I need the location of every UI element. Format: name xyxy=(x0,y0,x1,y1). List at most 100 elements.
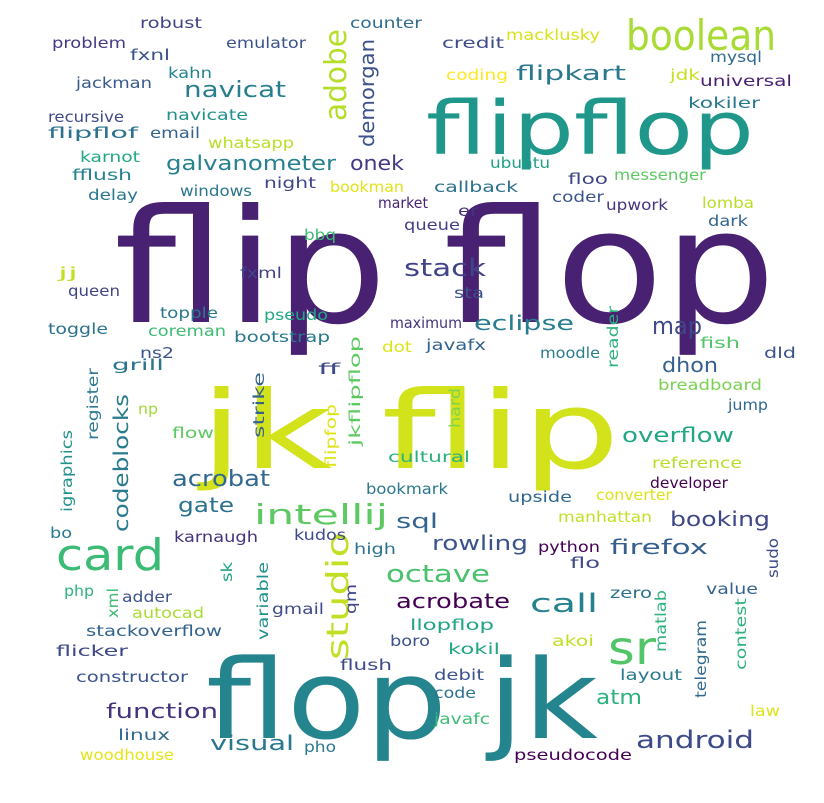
word: manhattan xyxy=(558,508,652,526)
word: email xyxy=(150,124,200,142)
word: overflow xyxy=(622,423,734,447)
word: macklusky xyxy=(506,26,600,44)
word: flipfop xyxy=(322,404,340,468)
word: layout xyxy=(620,666,682,684)
word: pho xyxy=(304,738,336,756)
word: jackman xyxy=(75,74,152,92)
word: python xyxy=(538,538,600,556)
word: atm xyxy=(596,685,642,709)
word: javafc xyxy=(433,710,490,728)
word: hard xyxy=(446,388,464,428)
word: intellij xyxy=(254,498,388,531)
word: flow xyxy=(172,424,214,442)
word: night xyxy=(264,174,316,192)
word: woodhouse xyxy=(80,746,174,764)
word: map xyxy=(652,312,702,340)
word: grill xyxy=(112,356,164,374)
word: bookmark xyxy=(366,480,448,498)
word: visual xyxy=(210,731,294,755)
word: code xyxy=(434,684,476,702)
word: acrobate xyxy=(396,589,510,613)
word: windows xyxy=(180,182,252,200)
word: moodle xyxy=(540,344,600,362)
word: navicat xyxy=(184,78,286,103)
word: ns2 xyxy=(140,344,174,362)
word: eclipse xyxy=(474,311,574,335)
word: card xyxy=(56,530,164,581)
word: fflush xyxy=(72,166,132,184)
word: xml xyxy=(104,588,122,618)
word: universal xyxy=(700,72,792,90)
word: toggle xyxy=(48,320,108,338)
word: kokil xyxy=(448,640,500,658)
word: jdk xyxy=(669,66,701,84)
word: callback xyxy=(434,178,518,196)
word: np xyxy=(138,400,158,418)
word: flo xyxy=(570,554,600,572)
word: jj xyxy=(56,264,78,282)
word: coding xyxy=(446,66,508,84)
word: value xyxy=(706,580,758,598)
word: qm xyxy=(342,584,360,614)
word: octave xyxy=(386,560,490,588)
word: bo xyxy=(50,524,72,542)
word: gmail xyxy=(272,600,324,618)
word: jkflipflop xyxy=(346,336,364,448)
word: booking xyxy=(670,507,770,531)
word: studio xyxy=(321,532,356,660)
word: matlab xyxy=(652,590,670,652)
word: stack xyxy=(404,254,486,282)
word: igraphics xyxy=(58,430,76,512)
word: pseudo xyxy=(264,306,328,324)
word: recursive xyxy=(48,108,124,126)
word: flipflof xyxy=(48,124,139,142)
word: galvanometer xyxy=(166,151,337,175)
word: akoi xyxy=(552,632,594,650)
word: market xyxy=(378,194,428,212)
word: codeblocks xyxy=(109,394,133,532)
word: upside xyxy=(508,488,572,506)
word: mysql xyxy=(710,48,762,66)
word: topple xyxy=(160,304,218,322)
word: variable xyxy=(254,562,272,640)
word: dhon xyxy=(662,353,718,377)
word: reader xyxy=(604,305,622,368)
word: jk flip xyxy=(197,369,620,494)
word: robust xyxy=(140,14,202,32)
word: register xyxy=(84,367,102,440)
word: karnot xyxy=(80,148,140,166)
word: pseudocode xyxy=(514,746,632,764)
word: stackoverflow xyxy=(86,622,222,640)
word: kahn xyxy=(168,64,212,82)
word: demorgan xyxy=(355,39,379,147)
word: coder xyxy=(552,188,605,206)
word: firefox xyxy=(610,535,708,559)
word: fish xyxy=(700,334,740,352)
word: law xyxy=(750,702,780,720)
word: linux xyxy=(118,726,170,744)
word: android xyxy=(636,726,754,754)
word: constructor xyxy=(76,668,189,686)
word: kokiler xyxy=(688,94,761,112)
word: sql xyxy=(396,509,438,533)
word: gate xyxy=(178,493,234,517)
word: dark xyxy=(708,212,748,230)
word: sta xyxy=(454,284,484,302)
word: maximum xyxy=(390,314,462,332)
word: upwork xyxy=(606,196,668,214)
word: telegram xyxy=(692,620,710,698)
word: bbq xyxy=(304,226,336,244)
word: problem xyxy=(52,34,126,52)
word: autocad xyxy=(132,604,204,622)
word: sk xyxy=(218,562,236,582)
word: function xyxy=(106,699,218,723)
word: flicker xyxy=(56,642,129,660)
word: ubuntu xyxy=(490,154,550,172)
word: strike xyxy=(250,372,268,438)
word: lomba xyxy=(702,194,754,212)
word: flip flop xyxy=(114,176,776,360)
word: rowling xyxy=(432,531,528,555)
word: bookman xyxy=(330,178,404,196)
word: queue xyxy=(404,216,460,234)
